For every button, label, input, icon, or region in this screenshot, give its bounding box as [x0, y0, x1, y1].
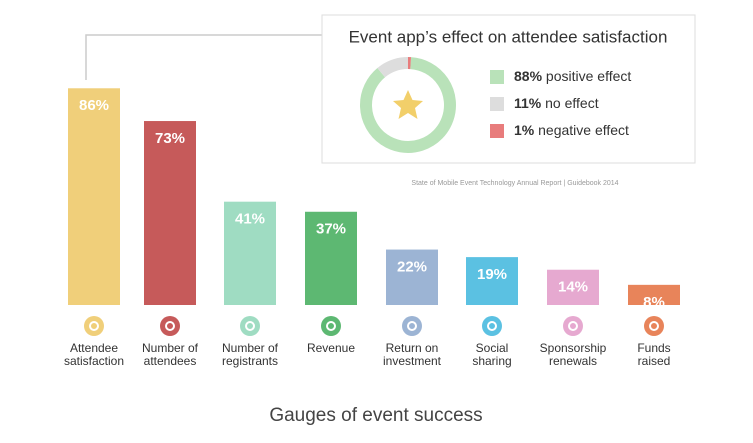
value-label: 73% [155, 130, 185, 147]
legend-name: positive effect [546, 68, 631, 84]
legend-value: 1% [514, 122, 535, 138]
icon-glyph [89, 321, 99, 331]
category-icon [240, 316, 260, 336]
bar [386, 249, 438, 305]
bar [224, 201, 276, 305]
value-label: 14% [558, 279, 588, 296]
donut-segment [377, 57, 409, 78]
value-label: 86% [79, 97, 109, 114]
bar [305, 211, 357, 305]
x-tick-label: Attendee [70, 341, 118, 355]
icon-glyph [407, 321, 417, 331]
x-tick-label: renewals [549, 354, 597, 368]
value-label: 22% [397, 259, 427, 276]
donut-segment [360, 57, 456, 153]
bar [68, 88, 120, 305]
category-icon [563, 316, 583, 336]
icon-glyph [487, 321, 497, 331]
legend-name: negative effect [538, 122, 629, 138]
icon-glyph [326, 321, 336, 331]
category-icon [321, 316, 341, 336]
legend-label: 1% negative effect [514, 122, 629, 138]
category-icon [402, 316, 422, 336]
category-icon [644, 316, 664, 336]
icon-glyph [245, 321, 255, 331]
x-tick-label: Funds [637, 341, 670, 355]
x-tick-label: Revenue [307, 341, 355, 355]
legend-value: 11% [514, 95, 542, 111]
icon-glyph [649, 321, 659, 331]
x-tick-label: investment [383, 354, 442, 368]
legend-swatch [490, 97, 504, 111]
x-tick-label: Number of [142, 341, 199, 355]
bar [466, 257, 518, 305]
value-label: 19% [477, 266, 507, 283]
legend-value: 88% [514, 68, 543, 84]
legend-label: 11% no effect [514, 95, 599, 111]
source: State of Mobile Event Technology Annual … [411, 180, 618, 187]
x-tick-label: registrants [222, 354, 278, 368]
x-tick-label: Sponsorship [540, 341, 607, 355]
icon-glyph [568, 321, 578, 331]
bar [144, 121, 196, 305]
inset-title: Event app’s effect on attendee satisfact… [349, 27, 668, 46]
value-label: 37% [316, 221, 346, 238]
legend-name: no effect [545, 95, 599, 111]
chart-title: Gauges of event success [269, 405, 482, 426]
icon-glyph [165, 321, 175, 331]
category-icon [160, 316, 180, 336]
x-tick-label: Return on [386, 341, 439, 355]
x-tick-label: attendees [144, 354, 197, 368]
x-tick-label: Number of [222, 341, 279, 355]
category-icon [482, 316, 502, 336]
legend-swatch [490, 124, 504, 138]
value-label: 8% [643, 294, 665, 311]
legend-label: 88% positive effect [514, 68, 631, 84]
legend-swatch [490, 70, 504, 84]
bar [547, 269, 599, 305]
star-icon [393, 90, 423, 119]
x-tick-label: Social [476, 341, 509, 355]
value-label: 41% [235, 211, 265, 228]
x-tick-label: sharing [472, 354, 511, 368]
bar [628, 284, 680, 305]
connector [85, 34, 322, 80]
category-icon [84, 316, 104, 336]
x-tick-label: raised [638, 354, 671, 368]
x-tick-label: satisfaction [64, 354, 124, 368]
